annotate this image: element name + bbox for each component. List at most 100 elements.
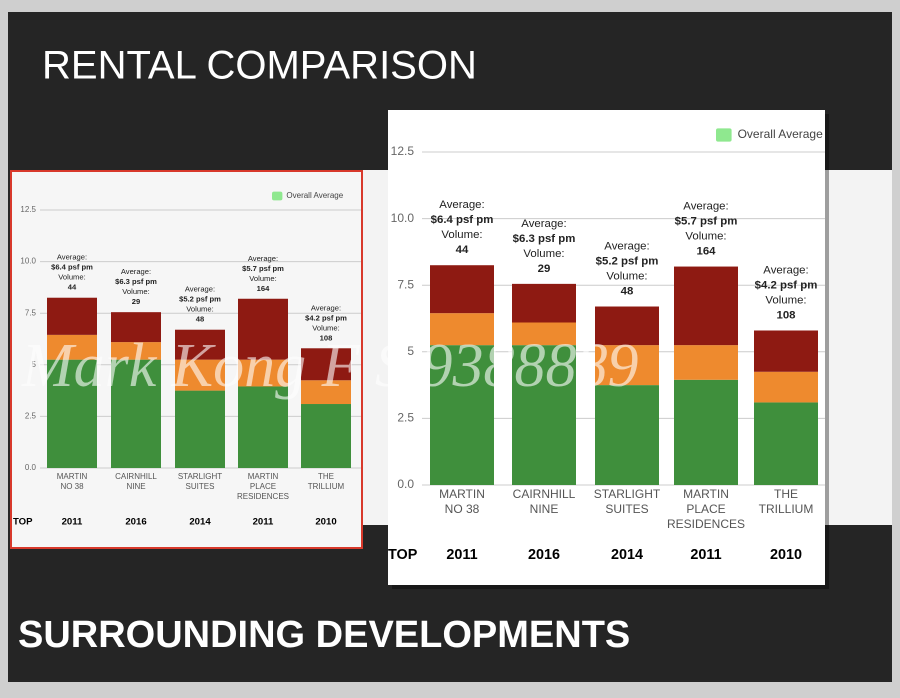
bar-segment (111, 342, 161, 360)
bar-annotation: Volume: (186, 305, 213, 314)
bar-segment (595, 385, 659, 485)
bar-annotation: Volume: (58, 273, 85, 282)
bar-segment (301, 380, 351, 405)
zoomed-chart: 0.0 2.5 5 7.5 10.0 12.5 Overall Average TOP Aver… (388, 110, 825, 585)
bar-annotation: Average: (248, 254, 278, 263)
bar-annotation: Volume: (249, 274, 276, 283)
bar-annotation: 44 (68, 283, 77, 292)
bar-segment (595, 345, 659, 386)
x-tick-label: MARTIN PLACE RESIDENCES (667, 487, 745, 531)
y-tick-label: 10.0 (20, 257, 36, 266)
y-tick-label: 0.0 (25, 463, 37, 472)
bar-annotation: 108 (320, 333, 333, 342)
bar-segment (175, 359, 225, 391)
top-year: 2011 (446, 547, 477, 563)
top-year: 2010 (315, 517, 336, 528)
legend-swatch (272, 191, 283, 201)
x-tick-label: MARTIN NO 38 (439, 487, 485, 516)
top-year: 2011 (690, 547, 721, 563)
bar-annotation: $5.7 psf pm (242, 264, 284, 273)
bar-annotation: Average: (521, 218, 566, 230)
bar-annotation: Volume: (441, 229, 482, 241)
y-tick-label: 2.5 (397, 411, 414, 425)
bar-segment (754, 330, 818, 372)
y-tick-label: 0.0 (397, 477, 414, 491)
bar-annotation: 48 (621, 286, 634, 298)
bar-annotation: 44 (456, 244, 469, 256)
bar-segment (595, 306, 659, 346)
bar-segment (175, 390, 225, 468)
bar-annotation: Volume: (523, 248, 564, 260)
legend-swatch (716, 128, 732, 142)
bar-segment (674, 379, 738, 485)
bar-segment (512, 283, 576, 323)
bar-annotation: 164 (257, 284, 270, 293)
bar-annotation: Average: (311, 303, 341, 312)
bar-segment (111, 312, 161, 343)
bar-segment (238, 359, 288, 387)
x-tick-label: STARLIGHT SUITES (178, 472, 222, 491)
x-tick-label: CAIRNHILL NINE (513, 487, 576, 516)
y-tick-label: 5 (407, 344, 414, 358)
top-year: 2016 (125, 517, 146, 528)
bar-annotation: Volume: (312, 323, 339, 332)
top-year: 2016 (528, 547, 560, 563)
y-tick-label: 2.5 (25, 412, 37, 421)
bar-segment (674, 345, 738, 380)
x-tick-label: THE TRILLIUM (759, 487, 814, 516)
watermark: Mark Kong F S 9388889 (21, 332, 639, 400)
bar-segment (47, 359, 97, 468)
top-year: 2014 (611, 547, 643, 563)
bar-segment (111, 359, 161, 468)
x-tick-label: MARTIN PLACE RESIDENCES (237, 472, 289, 501)
bar-annotation: Average: (763, 265, 808, 277)
bar-segment (430, 313, 494, 346)
bar-annotation: $6.4 psf pm (51, 263, 93, 272)
bar-segment (238, 298, 288, 360)
bar-annotation: $5.7 psf pm (675, 216, 738, 228)
legend-label: Overall Average (738, 127, 823, 141)
top-year: 2010 (770, 547, 802, 563)
bar-annotation: $5.2 psf pm (179, 295, 221, 304)
bar-segment (754, 402, 818, 485)
bar-annotation: Average: (439, 199, 484, 211)
bar-annotation: 164 (696, 246, 716, 258)
y-tick-label: 12.5 (391, 144, 415, 158)
bar-annotation: Average: (683, 201, 728, 213)
bar-annotation: $6.3 psf pm (513, 233, 576, 245)
bar-annotation: $5.2 psf pm (596, 256, 659, 268)
bar-segment (430, 345, 494, 485)
bar-annotation: Average: (604, 241, 649, 253)
bar-annotation: Average: (121, 267, 151, 276)
y-tick-label: 5 (32, 360, 37, 369)
bar-segment (754, 371, 818, 403)
x-tick-label: MARTIN NO 38 (57, 472, 88, 491)
bar-segment (674, 266, 738, 346)
y-tick-label: 12.5 (20, 205, 36, 214)
x-tick-label: CAIRNHILL NINE (115, 472, 157, 491)
bar-segment (175, 329, 225, 360)
bar-annotation: Volume: (606, 271, 647, 283)
bar-annotation: $4.2 psf pm (305, 313, 347, 322)
top-year: 2011 (62, 517, 83, 528)
bar-annotation: Volume: (765, 295, 806, 307)
y-tick-label: 7.5 (397, 277, 414, 291)
top-year: 2014 (189, 517, 211, 528)
bar-segment (512, 345, 576, 485)
bar-segment (430, 265, 494, 314)
bar-segment (238, 386, 288, 468)
bar-annotation: Volume: (685, 231, 726, 243)
highlight-frame (10, 170, 363, 549)
slide-title: RENTAL COMPARISON (42, 44, 477, 88)
bar-segment (301, 348, 351, 381)
bar-annotation: 108 (776, 310, 795, 322)
small-chart: 0.0 2.5 5 7.5 10.0 12.5 Overall Average TOP Aver… (10, 170, 362, 548)
x-tick-label: THE TRILLIUM (308, 472, 345, 491)
footer-title: SURROUNDING DEVELOPMENTS (18, 614, 630, 656)
bar-annotation: 48 (196, 315, 204, 324)
bar-segment (301, 404, 351, 468)
legend-label: Overall Average (286, 191, 343, 200)
bar-annotation: Volume: (122, 287, 149, 296)
y-tick-label: 7.5 (25, 308, 37, 317)
